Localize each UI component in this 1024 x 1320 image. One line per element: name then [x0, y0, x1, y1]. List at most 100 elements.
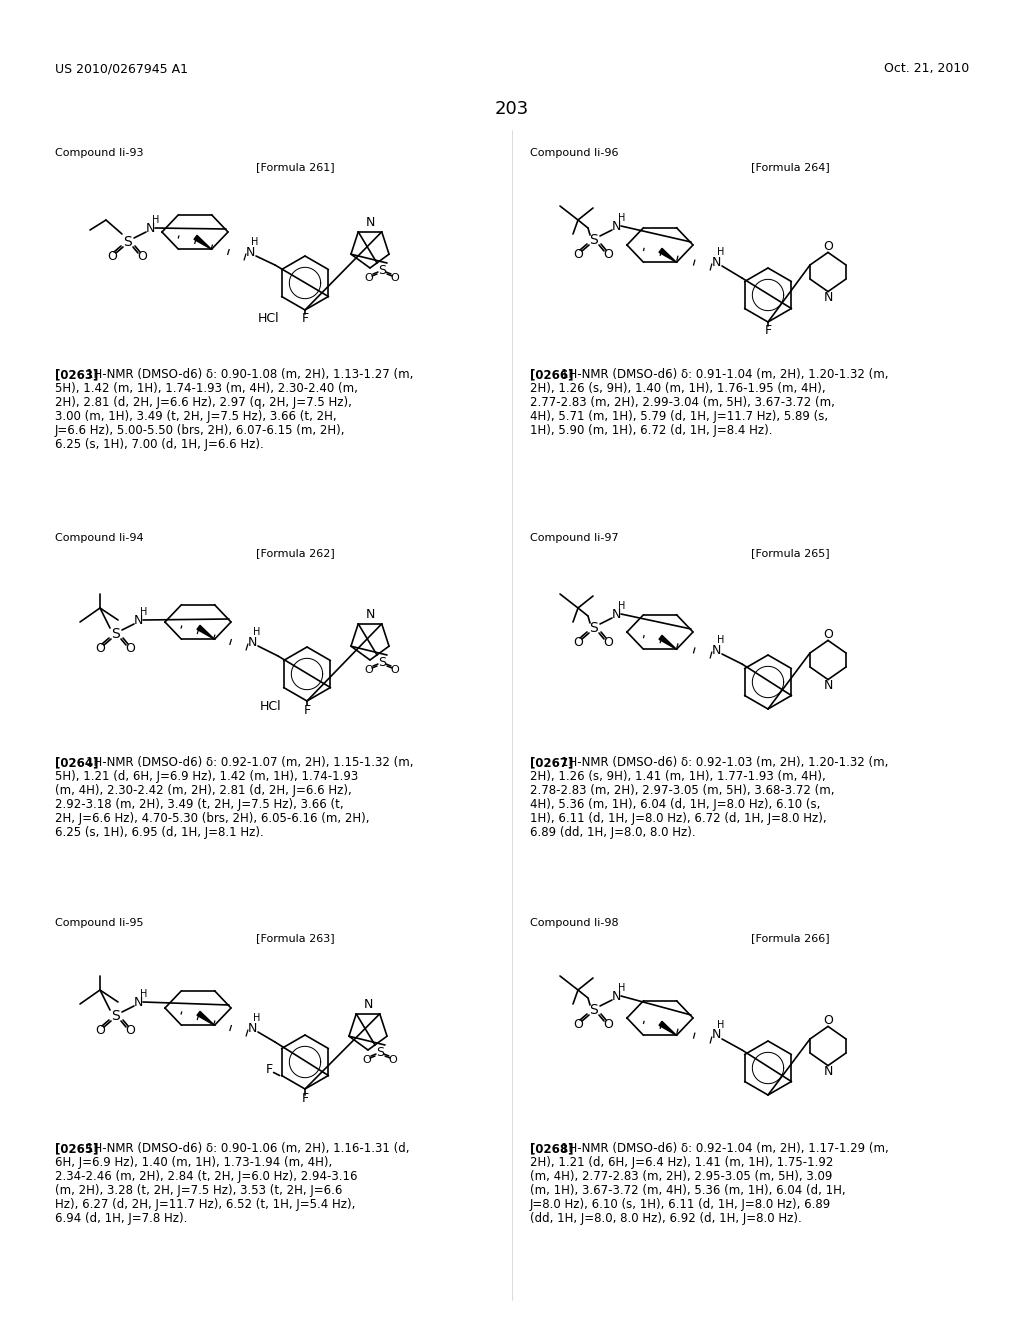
- Text: 6H, J=6.9 Hz), 1.40 (m, 1H), 1.73-1.94 (m, 4H),: 6H, J=6.9 Hz), 1.40 (m, 1H), 1.73-1.94 (…: [55, 1156, 332, 1170]
- Text: 5H), 1.42 (m, 1H), 1.74-1.93 (m, 4H), 2.30-2.40 (m,: 5H), 1.42 (m, 1H), 1.74-1.93 (m, 4H), 2.…: [55, 381, 357, 395]
- Text: H: H: [253, 1012, 261, 1023]
- Polygon shape: [197, 1011, 214, 1026]
- Text: (m, 1H), 3.67-3.72 (m, 4H), 5.36 (m, 1H), 6.04 (d, 1H,: (m, 1H), 3.67-3.72 (m, 4H), 5.36 (m, 1H)…: [530, 1184, 846, 1197]
- Text: [Formula 264]: [Formula 264]: [751, 162, 829, 172]
- Text: H: H: [618, 601, 626, 611]
- Text: [0267]: [0267]: [530, 756, 573, 770]
- Text: 1H-NMR (DMSO-d6) δ: 0.90-1.06 (m, 2H), 1.16-1.31 (d,: 1H-NMR (DMSO-d6) δ: 0.90-1.06 (m, 2H), 1…: [86, 1142, 410, 1155]
- Text: [Formula 266]: [Formula 266]: [751, 933, 829, 942]
- Text: N: N: [366, 216, 375, 230]
- Text: N: N: [248, 1022, 257, 1035]
- Text: S: S: [376, 1045, 384, 1059]
- Text: 2H), 2.81 (d, 2H, J=6.6 Hz), 2.97 (q, 2H, J=7.5 Hz),: 2H), 2.81 (d, 2H, J=6.6 Hz), 2.97 (q, 2H…: [55, 396, 352, 409]
- Text: 2.77-2.83 (m, 2H), 2.99-3.04 (m, 5H), 3.67-3.72 (m,: 2.77-2.83 (m, 2H), 2.99-3.04 (m, 5H), 3.…: [530, 396, 835, 409]
- Text: S: S: [112, 1008, 121, 1023]
- Text: 6.25 (s, 1H), 6.95 (d, 1H, J=8.1 Hz).: 6.25 (s, 1H), 6.95 (d, 1H, J=8.1 Hz).: [55, 826, 264, 840]
- Text: O: O: [603, 1018, 613, 1031]
- Text: [0264]: [0264]: [55, 756, 98, 770]
- Text: US 2010/0267945 A1: US 2010/0267945 A1: [55, 62, 188, 75]
- Text: N: N: [366, 609, 375, 622]
- Text: S: S: [112, 627, 121, 642]
- Text: O: O: [95, 642, 104, 655]
- Text: (m, 2H), 3.28 (t, 2H, J=7.5 Hz), 3.53 (t, 2H, J=6.6: (m, 2H), 3.28 (t, 2H, J=7.5 Hz), 3.53 (t…: [55, 1184, 342, 1197]
- Text: N: N: [248, 635, 257, 648]
- Text: 2.78-2.83 (m, 2H), 2.97-3.05 (m, 5H), 3.68-3.72 (m,: 2.78-2.83 (m, 2H), 2.97-3.05 (m, 5H), 3.…: [530, 784, 835, 797]
- Text: Compound Ii-93: Compound Ii-93: [55, 148, 143, 158]
- Text: Compound Ii-95: Compound Ii-95: [55, 917, 143, 928]
- Text: 6.25 (s, 1H), 7.00 (d, 1H, J=6.6 Hz).: 6.25 (s, 1H), 7.00 (d, 1H, J=6.6 Hz).: [55, 438, 264, 451]
- Text: 1H), 6.11 (d, 1H, J=8.0 Hz), 6.72 (d, 1H, J=8.0 Hz),: 1H), 6.11 (d, 1H, J=8.0 Hz), 6.72 (d, 1H…: [530, 812, 826, 825]
- Text: 203: 203: [495, 100, 529, 117]
- Text: H: H: [718, 635, 725, 645]
- Text: O: O: [365, 665, 374, 675]
- Text: 1H-NMR (DMSO-d6) δ: 0.92-1.07 (m, 2H), 1.15-1.32 (m,: 1H-NMR (DMSO-d6) δ: 0.92-1.07 (m, 2H), 1…: [86, 756, 414, 770]
- Text: O: O: [125, 1023, 135, 1036]
- Text: O: O: [823, 628, 833, 642]
- Text: [Formula 263]: [Formula 263]: [256, 933, 334, 942]
- Text: H: H: [718, 247, 725, 257]
- Text: N: N: [712, 644, 721, 656]
- Text: (dd, 1H, J=8.0, 8.0 Hz), 6.92 (d, 1H, J=8.0 Hz).: (dd, 1H, J=8.0, 8.0 Hz), 6.92 (d, 1H, J=…: [530, 1212, 802, 1225]
- Text: N: N: [611, 607, 621, 620]
- Text: [0265]: [0265]: [55, 1142, 98, 1155]
- Text: S: S: [124, 235, 132, 249]
- Text: O: O: [365, 273, 374, 282]
- Text: O: O: [603, 635, 613, 648]
- Text: Compound Ii-94: Compound Ii-94: [55, 533, 143, 543]
- Text: N: N: [712, 256, 721, 268]
- Text: F: F: [303, 704, 310, 717]
- Text: [0268]: [0268]: [530, 1142, 573, 1155]
- Text: [Formula 262]: [Formula 262]: [256, 548, 335, 558]
- Text: [Formula 265]: [Formula 265]: [751, 548, 829, 558]
- Polygon shape: [194, 235, 212, 249]
- Text: (m, 4H), 2.30-2.42 (m, 2H), 2.81 (d, 2H, J=6.6 Hz),: (m, 4H), 2.30-2.42 (m, 2H), 2.81 (d, 2H,…: [55, 784, 352, 797]
- Text: N: N: [133, 614, 142, 627]
- Text: 2H), 1.26 (s, 9H), 1.41 (m, 1H), 1.77-1.93 (m, 4H),: 2H), 1.26 (s, 9H), 1.41 (m, 1H), 1.77-1.…: [530, 770, 825, 783]
- Text: 2H), 1.26 (s, 9H), 1.40 (m, 1H), 1.76-1.95 (m, 4H),: 2H), 1.26 (s, 9H), 1.40 (m, 1H), 1.76-1.…: [530, 381, 825, 395]
- Text: 4H), 5.71 (m, 1H), 5.79 (d, 1H, J=11.7 Hz), 5.89 (s,: 4H), 5.71 (m, 1H), 5.79 (d, 1H, J=11.7 H…: [530, 411, 828, 422]
- Text: O: O: [390, 273, 399, 282]
- Text: Hz), 6.27 (d, 2H, J=11.7 Hz), 6.52 (t, 1H, J=5.4 Hz),: Hz), 6.27 (d, 2H, J=11.7 Hz), 6.52 (t, 1…: [55, 1199, 355, 1210]
- Text: S: S: [590, 234, 598, 247]
- Text: N: N: [611, 219, 621, 232]
- Text: F: F: [765, 325, 771, 338]
- Text: O: O: [125, 642, 135, 655]
- Text: O: O: [389, 1055, 397, 1065]
- Text: HCl: HCl: [260, 700, 282, 713]
- Polygon shape: [659, 1022, 677, 1035]
- Text: N: N: [133, 995, 142, 1008]
- Text: 2.92-3.18 (m, 2H), 3.49 (t, 2H, J=7.5 Hz), 3.66 (t,: 2.92-3.18 (m, 2H), 3.49 (t, 2H, J=7.5 Hz…: [55, 799, 344, 810]
- Text: HCl: HCl: [258, 312, 280, 325]
- Text: N: N: [246, 246, 255, 259]
- Text: H: H: [251, 238, 259, 247]
- Text: 1H), 5.90 (m, 1H), 6.72 (d, 1H, J=8.4 Hz).: 1H), 5.90 (m, 1H), 6.72 (d, 1H, J=8.4 Hz…: [530, 424, 772, 437]
- Text: Compound Ii-98: Compound Ii-98: [530, 917, 618, 928]
- Text: 3.00 (m, 1H), 3.49 (t, 2H, J=7.5 Hz), 3.66 (t, 2H,: 3.00 (m, 1H), 3.49 (t, 2H, J=7.5 Hz), 3.…: [55, 411, 337, 422]
- Text: N: N: [823, 1065, 833, 1078]
- Text: O: O: [573, 1018, 583, 1031]
- Text: 1H-NMR (DMSO-d6) δ: 0.92-1.03 (m, 2H), 1.20-1.32 (m,: 1H-NMR (DMSO-d6) δ: 0.92-1.03 (m, 2H), 1…: [561, 756, 889, 770]
- Polygon shape: [659, 248, 677, 263]
- Text: N: N: [823, 292, 833, 304]
- Text: H: H: [140, 989, 147, 999]
- Text: O: O: [95, 1023, 104, 1036]
- Text: O: O: [108, 249, 117, 263]
- Text: 1H-NMR (DMSO-d6) δ: 0.91-1.04 (m, 2H), 1.20-1.32 (m,: 1H-NMR (DMSO-d6) δ: 0.91-1.04 (m, 2H), 1…: [561, 368, 889, 381]
- Text: [0266]: [0266]: [530, 368, 573, 381]
- Text: 6.89 (dd, 1H, J=8.0, 8.0 Hz).: 6.89 (dd, 1H, J=8.0, 8.0 Hz).: [530, 826, 695, 840]
- Text: N: N: [823, 678, 833, 692]
- Text: S: S: [378, 656, 386, 668]
- Text: Compound Ii-96: Compound Ii-96: [530, 148, 618, 158]
- Text: 2H), 1.21 (d, 6H, J=6.4 Hz), 1.41 (m, 1H), 1.75-1.92: 2H), 1.21 (d, 6H, J=6.4 Hz), 1.41 (m, 1H…: [530, 1156, 834, 1170]
- Text: O: O: [823, 1014, 833, 1027]
- Text: H: H: [140, 607, 147, 616]
- Text: N: N: [145, 222, 155, 235]
- Text: 1H-NMR (DMSO-d6) δ: 0.92-1.04 (m, 2H), 1.17-1.29 (m,: 1H-NMR (DMSO-d6) δ: 0.92-1.04 (m, 2H), 1…: [561, 1142, 889, 1155]
- Text: F: F: [301, 1092, 308, 1105]
- Text: H: H: [618, 983, 626, 993]
- Text: H: H: [253, 627, 261, 638]
- Text: O: O: [362, 1055, 372, 1065]
- Text: O: O: [137, 249, 146, 263]
- Text: [0263]: [0263]: [55, 368, 98, 381]
- Text: O: O: [390, 665, 399, 675]
